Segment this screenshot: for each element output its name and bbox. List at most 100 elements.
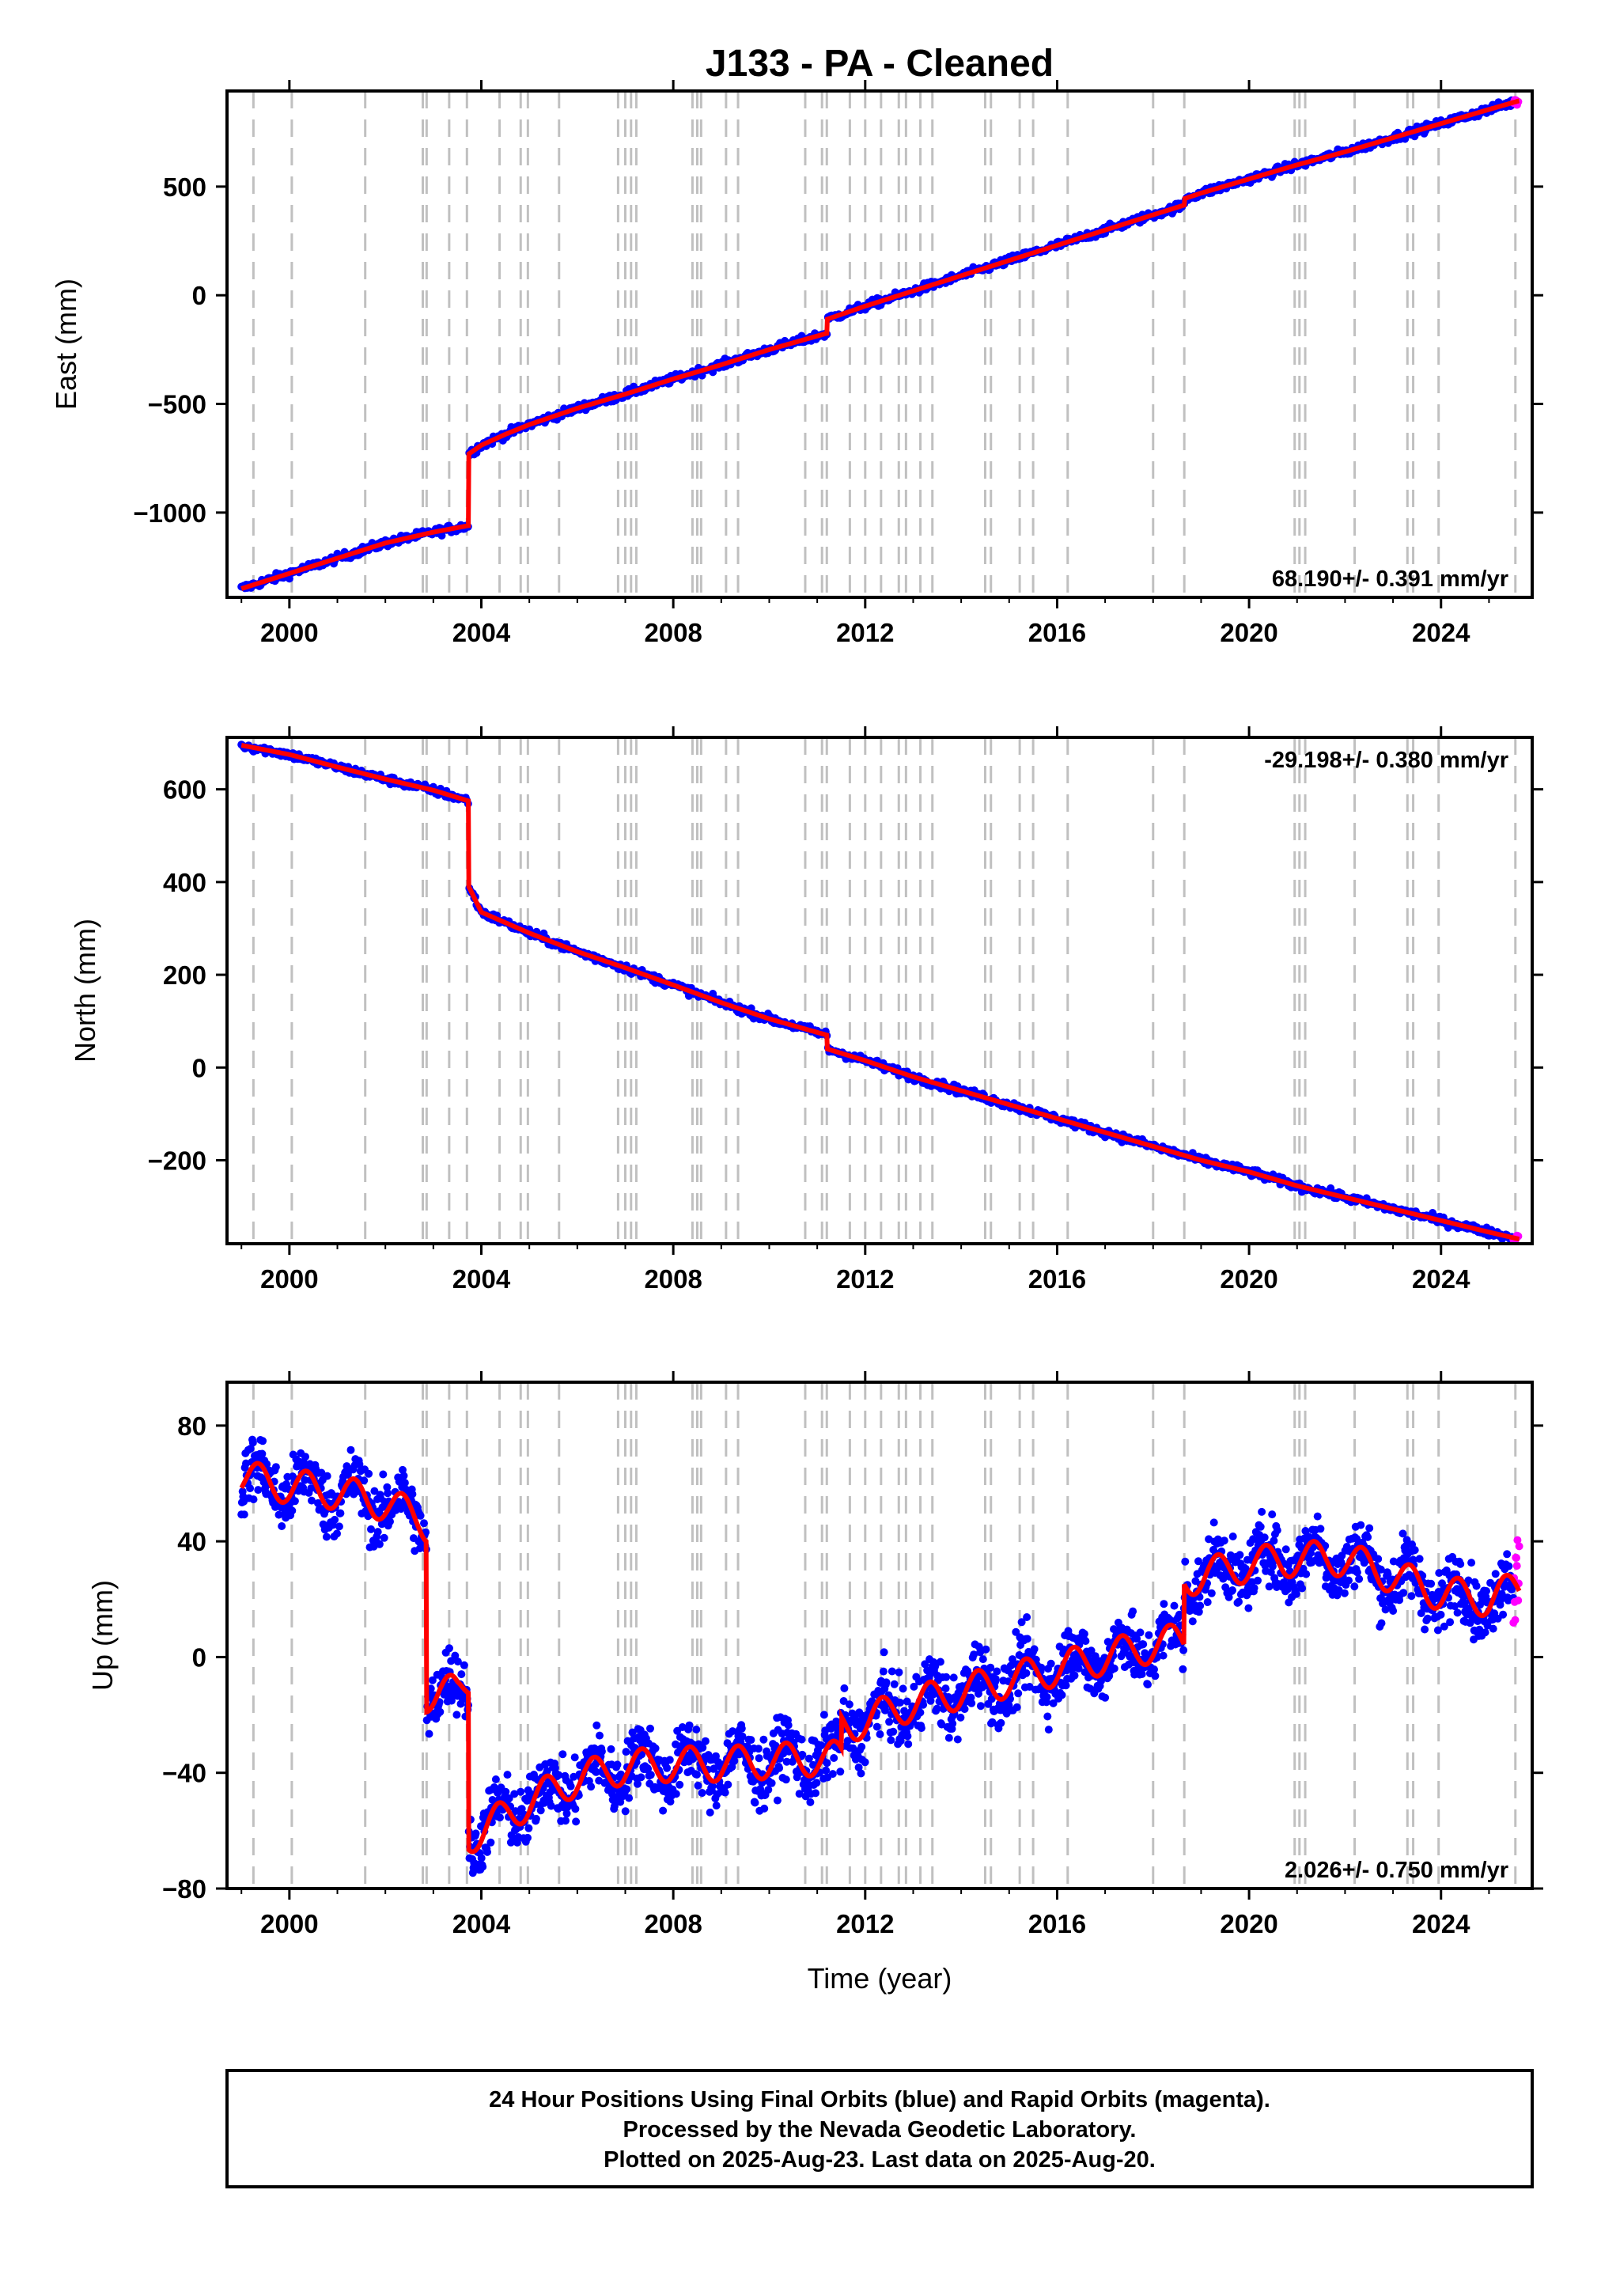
final-orbit-point <box>451 1651 460 1660</box>
final-orbit-point <box>1179 1646 1188 1654</box>
final-orbit-point <box>948 1719 957 1728</box>
final-orbit-point <box>1070 1671 1079 1680</box>
final-orbit-point <box>764 1786 773 1794</box>
final-orbit-point <box>416 1511 425 1520</box>
final-orbit-point <box>663 1764 672 1772</box>
final-orbit-point <box>1436 1610 1445 1619</box>
x-tick-label: 2012 <box>836 1264 894 1294</box>
final-orbit-point <box>1482 1587 1490 1595</box>
x-tick-label: 2016 <box>1028 1909 1086 1938</box>
final-orbit-point <box>1030 1645 1039 1654</box>
final-orbit-point <box>857 1742 866 1751</box>
final-orbit-point <box>634 1779 642 1788</box>
final-orbit-point <box>1467 1559 1476 1567</box>
final-orbit-point <box>672 1790 680 1798</box>
final-orbit-point <box>708 1782 717 1790</box>
y-tick-label: −500 <box>148 390 206 419</box>
y-tick-label: 40 <box>177 1527 206 1556</box>
final-orbit-point <box>301 1476 309 1484</box>
final-orbit-point <box>1203 1598 1212 1606</box>
rate-label: -29.198+/- 0.380 mm/yr <box>1264 748 1508 773</box>
final-orbit-point <box>1504 1562 1513 1570</box>
final-orbit-point <box>346 1445 355 1454</box>
final-orbit-point <box>613 1760 622 1769</box>
final-orbit-point <box>447 1657 456 1665</box>
final-orbit-point <box>554 1771 563 1779</box>
x-tick-label: 2020 <box>1220 1264 1277 1294</box>
final-orbit-point <box>1273 1526 1281 1535</box>
y-tick-label: 500 <box>163 172 206 202</box>
x-tick-label: 2000 <box>260 1264 318 1294</box>
final-orbit-point <box>383 1483 392 1491</box>
final-orbit-point <box>336 1509 345 1517</box>
final-orbit-point <box>457 1670 466 1679</box>
rapid-orbit-point <box>1512 1554 1520 1562</box>
panels: 2000 2004 2008 2012 2016 2020 2024−1000−500050… <box>50 80 1543 1938</box>
final-orbit-point <box>784 1721 793 1730</box>
y-tick-label: 600 <box>163 775 206 805</box>
final-orbit-point <box>706 1808 714 1817</box>
final-orbit-point <box>1209 1518 1218 1527</box>
final-orbit-point <box>400 1479 409 1487</box>
final-orbit-point <box>1044 1726 1053 1734</box>
final-orbit-point <box>460 1661 468 1669</box>
y-tick-label: −80 <box>162 1874 206 1904</box>
final-orbit-point <box>712 1802 721 1810</box>
y-axis-label: East (mm) <box>50 278 82 410</box>
final-orbit-point <box>899 1684 907 1693</box>
final-orbit-point <box>885 1718 894 1726</box>
final-orbit-point <box>1407 1592 1416 1601</box>
rapid-orbit-point <box>1512 1562 1521 1570</box>
final-orbit-point <box>644 1764 653 1773</box>
final-orbit-point <box>365 1469 373 1478</box>
final-orbit-point <box>882 1678 891 1687</box>
y-axis-label: Up (mm) <box>86 1580 119 1691</box>
final-orbit-point <box>978 1655 987 1664</box>
final-orbit-point <box>1047 1659 1055 1668</box>
final-orbit-point <box>880 1648 888 1657</box>
footer-box: 24 Hour Positions Using Final Orbits (bl… <box>225 2069 1534 2188</box>
final-orbit-point <box>836 1767 845 1776</box>
rapid-orbit-point <box>1511 1616 1520 1624</box>
final-orbit-point <box>1399 1589 1408 1597</box>
final-orbit-point <box>1258 1507 1266 1516</box>
y-tick-label: 0 <box>192 1642 206 1672</box>
final-orbit-point <box>510 1790 519 1798</box>
final-orbit-point <box>248 1438 257 1447</box>
plot-frame <box>225 89 1534 599</box>
final-orbit-point <box>806 1798 815 1806</box>
final-orbit-point <box>1313 1512 1322 1521</box>
final-orbit-point <box>524 1833 532 1842</box>
y-axis-label: North (mm) <box>69 919 101 1063</box>
final-orbit-point <box>812 1789 819 1798</box>
final-orbit-point <box>1453 1608 1462 1617</box>
final-orbit-point <box>651 1744 660 1752</box>
final-orbit-point <box>694 1781 702 1790</box>
final-orbit-point <box>659 1806 668 1815</box>
y-tick-label: 200 <box>163 960 206 990</box>
final-orbit-point <box>408 1490 417 1498</box>
final-orbit-point <box>471 1829 480 1838</box>
final-orbit-point <box>597 1747 606 1756</box>
x-tick-label: 2024 <box>1412 1909 1470 1938</box>
final-orbit-point <box>1489 1624 1497 1633</box>
final-orbit-point <box>817 1741 826 1749</box>
final-orbit-point <box>524 1824 533 1832</box>
final-orbit-point <box>501 1787 510 1796</box>
final-orbit-point <box>399 1465 407 1474</box>
final-orbit-point <box>1181 1557 1190 1566</box>
y-tick-label: −40 <box>162 1759 206 1788</box>
final-orbit-point <box>795 1790 804 1798</box>
final-orbit-point <box>953 1735 962 1744</box>
x-tick-label: 2012 <box>836 618 894 647</box>
final-orbit-point <box>1228 1586 1236 1594</box>
final-orbit-point <box>355 1460 364 1468</box>
final-orbit-point <box>976 1702 985 1711</box>
x-tick-label: 2000 <box>260 618 318 647</box>
final-orbit-point <box>721 1788 729 1797</box>
final-orbit-point <box>1292 1589 1300 1598</box>
final-orbit-point <box>1145 1631 1153 1639</box>
final-orbit-point <box>572 1817 581 1826</box>
final-orbit-point <box>1499 1610 1508 1619</box>
